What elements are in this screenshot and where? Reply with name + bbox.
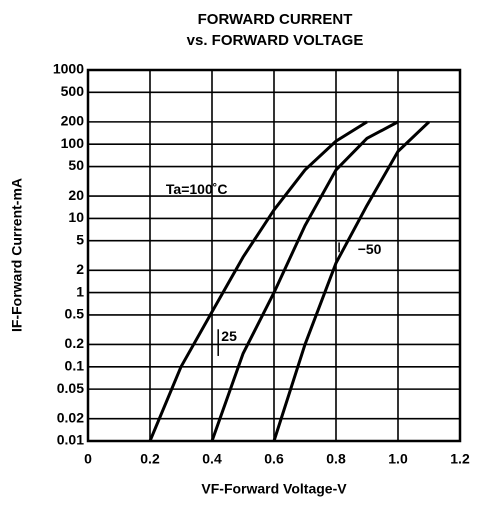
y-tick-label: 0.02 <box>57 409 84 425</box>
series-label: 25 <box>221 328 237 344</box>
y-tick-label: 10 <box>68 209 84 225</box>
y-tick-label: 50 <box>68 157 84 173</box>
y-tick-label: 20 <box>68 187 84 203</box>
y-tick-label: 1 <box>76 283 84 299</box>
y-tick-label: 0.01 <box>57 432 84 448</box>
data-line <box>148 120 368 442</box>
x-axis-label: VF-Forward Voltage-V <box>201 481 347 497</box>
x-tick-label: 0.6 <box>264 451 284 467</box>
y-tick-label: 2 <box>76 261 84 277</box>
data-line <box>272 120 431 442</box>
y-tick-label: 0.5 <box>65 306 85 322</box>
x-tick-label: 0.2 <box>140 451 160 467</box>
y-tick-label: 0.1 <box>65 358 85 374</box>
x-tick-label: 0.8 <box>326 451 346 467</box>
data-line <box>210 120 399 442</box>
y-tick-label: 5 <box>76 231 84 247</box>
y-tick-label: 1000 <box>53 61 84 77</box>
series-label: Ta=100˚C <box>166 181 228 197</box>
chart-title: FORWARD CURRENT <box>198 11 353 28</box>
y-tick-label: 500 <box>61 83 85 99</box>
x-tick-label: 1.0 <box>388 451 408 467</box>
y-tick-label: 200 <box>61 113 85 129</box>
x-tick-label: 0.4 <box>202 451 222 467</box>
y-tick-label: 100 <box>61 135 85 151</box>
x-tick-label: 1.2 <box>450 451 470 467</box>
chart-subtitle: vs. FORWARD VOLTAGE <box>187 32 364 49</box>
x-tick-label: 0 <box>84 451 92 467</box>
series-label: −50 <box>358 241 382 257</box>
y-axis-label: IF-Forward Current-mA <box>9 178 25 332</box>
y-tick-label: 0.05 <box>57 380 84 396</box>
y-tick-label: 0.2 <box>65 335 85 351</box>
